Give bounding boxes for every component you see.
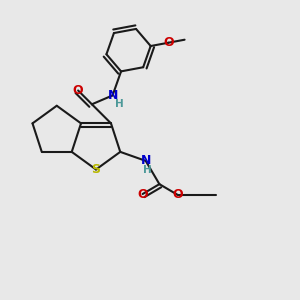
Text: H: H bbox=[115, 99, 124, 109]
Text: O: O bbox=[163, 36, 174, 49]
Text: H: H bbox=[143, 165, 152, 175]
Text: S: S bbox=[92, 163, 100, 176]
Text: N: N bbox=[140, 154, 151, 167]
Text: O: O bbox=[137, 188, 148, 200]
Text: N: N bbox=[107, 89, 118, 102]
Text: O: O bbox=[172, 188, 183, 201]
Text: O: O bbox=[73, 84, 83, 97]
